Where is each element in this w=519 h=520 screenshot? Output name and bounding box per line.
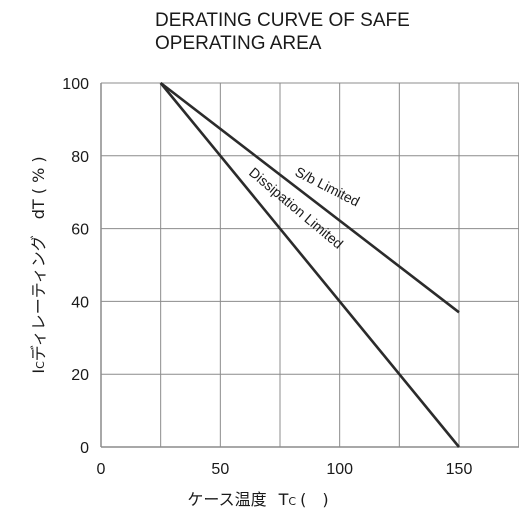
y-tick-label-100: 100 (62, 76, 89, 93)
x-tick-label-150: 150 (446, 461, 473, 478)
y-tick-label-80: 80 (71, 149, 89, 166)
x-axis-label: ケース温度 TC( ) (187, 490, 328, 509)
x-tick-label-0: 0 (97, 461, 106, 478)
y-axis-label: ICディレーティング dT ( % ) (29, 156, 48, 373)
x-tick-label-100: 100 (326, 461, 353, 478)
series-lines (159, 81, 461, 448)
y-tick-label-60: 60 (71, 222, 89, 239)
x-tick-label-50: 50 (211, 461, 229, 478)
chart-title-line-1: DERATING CURVE OF SAFE (155, 10, 410, 31)
series-line-sb-limited (159, 81, 460, 314)
y-tick-label-40: 40 (71, 294, 89, 311)
y-tick-label-0: 0 (80, 440, 89, 457)
tick-labels: 0 50 100 150 0 20 40 60 80 100 (62, 76, 472, 478)
chart-title-line-2: OPERATING AREA (155, 33, 322, 54)
y-tick-label-20: 20 (71, 367, 89, 384)
series-line-dissipation-limited (159, 82, 461, 448)
